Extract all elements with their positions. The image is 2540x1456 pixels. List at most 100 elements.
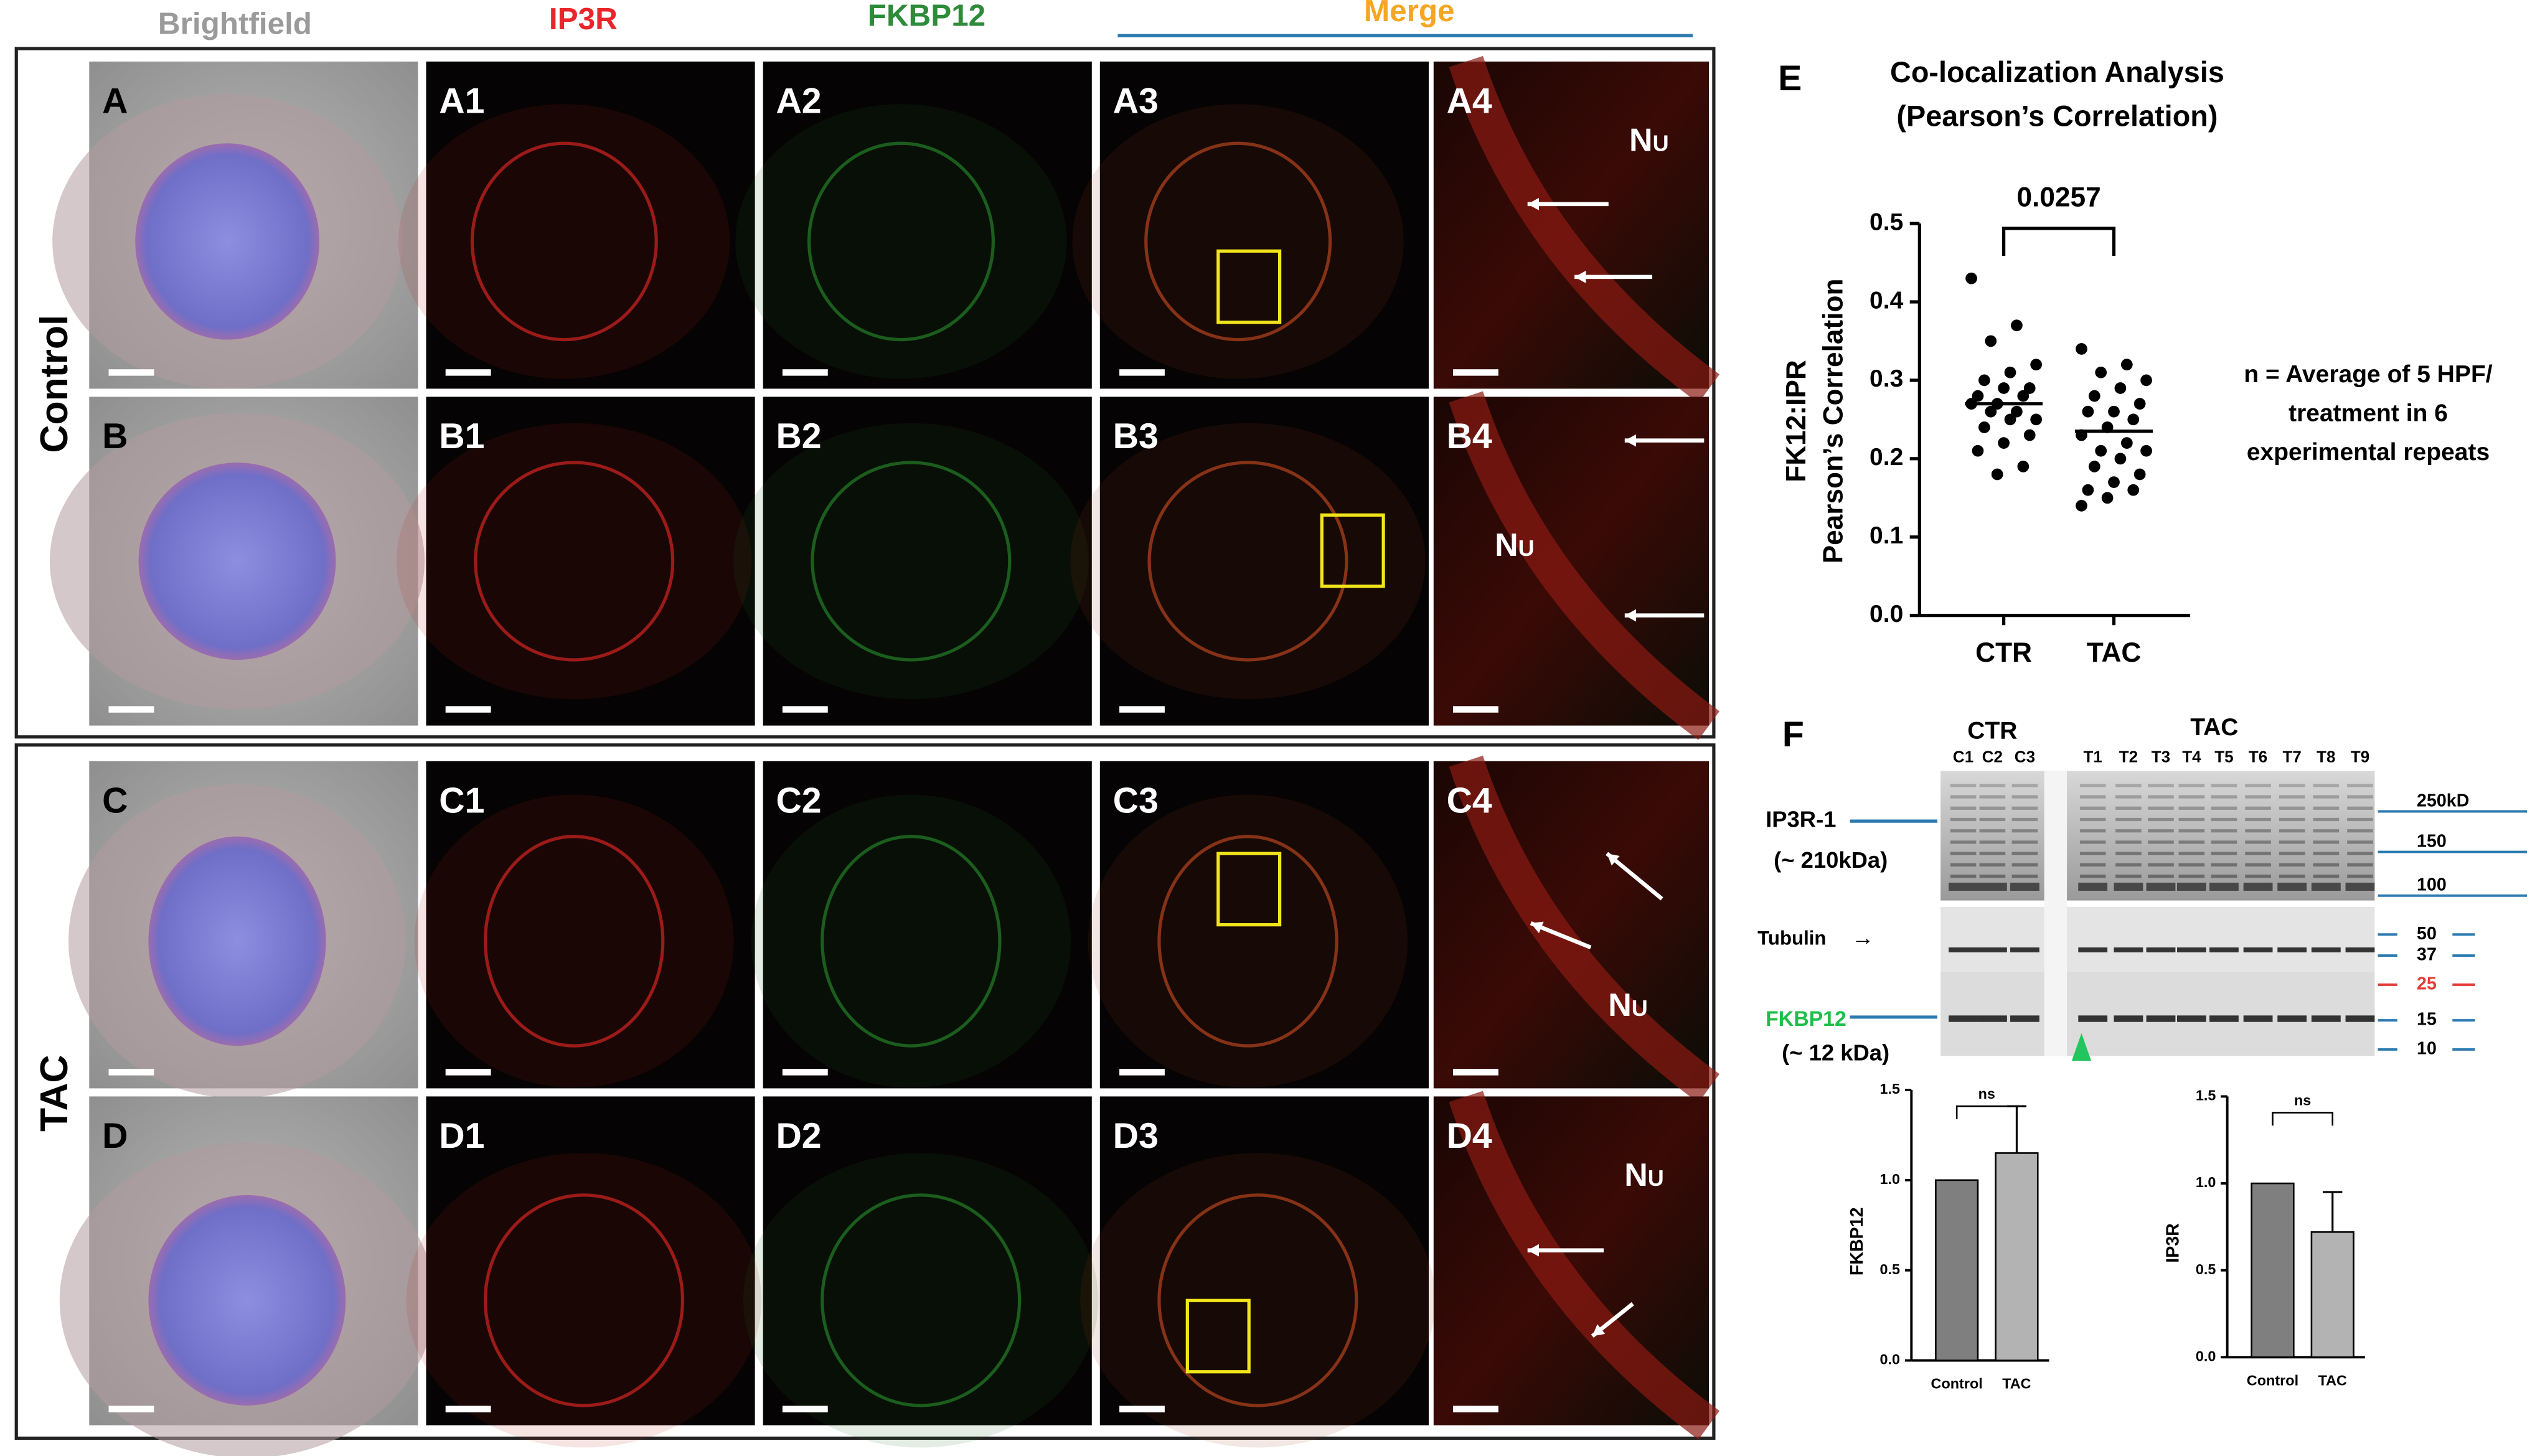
- arrow-head: [1527, 197, 1539, 210]
- panel-label: A1: [439, 82, 484, 121]
- arrow-head: [1607, 853, 1620, 866]
- significance-bracket: [1955, 1105, 2018, 1119]
- blot-band: [2245, 806, 2271, 810]
- blot-band: [2279, 840, 2305, 844]
- nucleus-label: Nu: [1608, 987, 1648, 1023]
- blot-band: [2279, 784, 2305, 787]
- blot-band: [2011, 852, 2038, 855]
- scale-bar: [445, 1069, 491, 1076]
- blot-band: [2211, 840, 2237, 844]
- chart-title: (Pearson’s Correlation): [1896, 100, 2218, 132]
- data-point: [2004, 413, 2016, 426]
- x-tick-label: Control: [1931, 1376, 1983, 1392]
- panel-label: B4: [1447, 416, 1492, 456]
- fluorescence-image: [426, 397, 755, 726]
- y-tick-label: 0.0: [2196, 1348, 2216, 1364]
- protein-label: →: [1851, 925, 1874, 951]
- blot-band: [1950, 795, 1977, 799]
- scale-bar: [445, 706, 491, 713]
- data-point: [2140, 374, 2152, 387]
- data-point: [2114, 453, 2127, 465]
- blot-band: [2010, 947, 2039, 952]
- scale-bar: [1453, 706, 1498, 713]
- blot-band: [2148, 863, 2174, 867]
- cytoplasm-signal: [735, 104, 1067, 379]
- blot-band: [2311, 947, 2341, 952]
- blot-band: [2313, 784, 2340, 787]
- blot-band: [1950, 852, 1977, 855]
- fluorescence-image: [426, 1096, 755, 1425]
- membrane-band: [1449, 1091, 1720, 1440]
- panel-label: B: [102, 416, 128, 456]
- blot-band: [2313, 852, 2340, 855]
- blot-band: [2311, 882, 2341, 891]
- data-point: [2095, 366, 2107, 378]
- y-tick-label: 0.5: [2196, 1261, 2216, 1277]
- blot-band: [2011, 784, 2038, 787]
- blot-band: [2079, 874, 2106, 878]
- bar: [1935, 1179, 1979, 1361]
- blot-band: [2115, 817, 2142, 822]
- data-point: [2120, 437, 2133, 449]
- data-point: [1991, 468, 2003, 481]
- blot-band: [1950, 840, 1977, 844]
- bar: [2310, 1231, 2354, 1358]
- scale-bar: [1453, 369, 1498, 376]
- arrow: [1606, 852, 1663, 901]
- note: treatment in 6: [2288, 400, 2448, 426]
- nucleus: [135, 143, 320, 340]
- blot-band: [2176, 882, 2206, 891]
- blot-band: [2209, 947, 2239, 952]
- panel-letter: E: [1778, 59, 1802, 98]
- marker-label: 15: [2417, 1010, 2437, 1030]
- scale-bar: [108, 369, 154, 376]
- membrane-band: [1449, 391, 1720, 740]
- data-point: [2023, 382, 2036, 394]
- fluorescence-image: [1099, 397, 1429, 726]
- blot-band: [2245, 874, 2271, 878]
- data-point: [2017, 390, 2030, 402]
- cytoplasm-signal: [398, 104, 730, 379]
- blot-band: [2345, 947, 2375, 952]
- blot-band: [2178, 784, 2205, 787]
- cytoplasm-signal: [751, 794, 1071, 1088]
- blot-band: [1950, 784, 1977, 787]
- cytoplasm-signal: [414, 794, 734, 1088]
- y-tick-label: 0.2: [1870, 444, 1903, 471]
- blot-band: [2078, 947, 2108, 952]
- arrow-head: [1530, 921, 1544, 934]
- scale-bar: [782, 369, 828, 376]
- x-tick-label: TAC: [2002, 1376, 2031, 1392]
- lane-label: T5: [2214, 748, 2233, 766]
- blot-band: [1977, 882, 2007, 891]
- blot-band: [1950, 874, 1977, 878]
- blot-band: [2148, 817, 2174, 822]
- scale-bar: [108, 1069, 154, 1076]
- blot-band: [1979, 817, 2006, 822]
- panel-label: B2: [776, 416, 821, 456]
- marker-label: 10: [2417, 1039, 2437, 1059]
- blot-band: [1949, 882, 1978, 891]
- panel-label: A4: [1447, 82, 1492, 121]
- panel-label: D1: [439, 1116, 484, 1156]
- lane-label: T1: [2084, 748, 2102, 766]
- blot-band: [2079, 863, 2106, 867]
- bar: [1995, 1152, 2039, 1361]
- blot-band: [2011, 817, 2038, 822]
- zoom-box: [1320, 513, 1385, 588]
- marker-label: 150: [2417, 831, 2447, 851]
- data-point: [2030, 359, 2043, 371]
- zoom-box: [1216, 852, 1282, 927]
- blot-band: [2115, 795, 2142, 799]
- protein-label: IP3R-1: [1766, 807, 1836, 832]
- blot-band: [1979, 852, 2006, 855]
- blot-band: [1979, 795, 2006, 799]
- lane-label: C1: [1953, 748, 1973, 766]
- blot-band: [2209, 882, 2239, 891]
- y-tick-label: 1.5: [2196, 1087, 2216, 1104]
- protein-label: Tubulin: [1757, 927, 1826, 949]
- nuclear-envelope: [470, 141, 658, 342]
- blot-band: [2211, 852, 2237, 855]
- data-point: [2101, 492, 2114, 504]
- blot-band: [2313, 795, 2340, 799]
